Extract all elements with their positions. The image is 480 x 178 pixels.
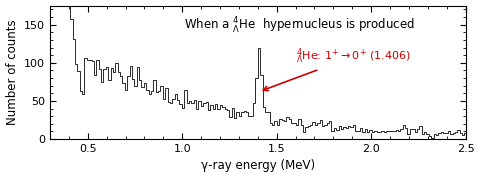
X-axis label: γ-ray energy (MeV): γ-ray energy (MeV) xyxy=(201,159,315,172)
Y-axis label: Number of counts: Number of counts xyxy=(6,19,19,125)
Text: When a $^{4}_{\Lambda}$He  hypernucleus is produced: When a $^{4}_{\Lambda}$He hypernucleus i… xyxy=(184,16,415,36)
Text: $^{4}_{\Lambda}$He: 1$^{+}$$\rightarrow$0$^{+}$ (1.406): $^{4}_{\Lambda}$He: 1$^{+}$$\rightarrow$… xyxy=(263,47,410,91)
